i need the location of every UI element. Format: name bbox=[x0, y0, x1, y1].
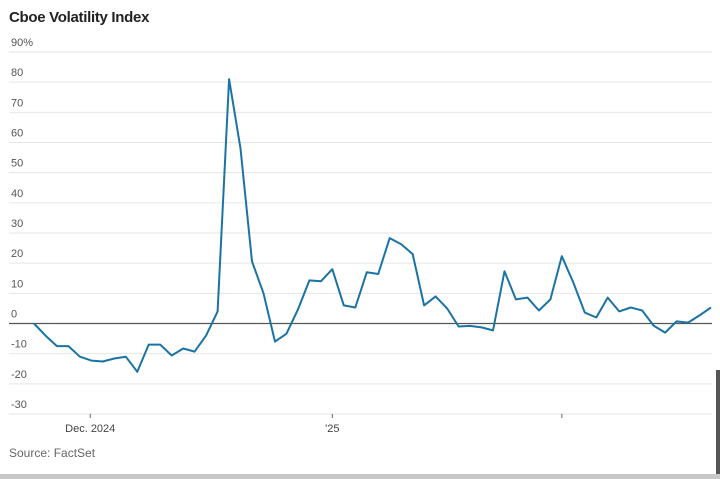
y-tick-label: 10 bbox=[11, 278, 23, 290]
vertical-scrollbar[interactable] bbox=[716, 370, 720, 474]
y-tick-label: 90% bbox=[11, 37, 33, 49]
horizontal-scrollbar[interactable] bbox=[0, 474, 720, 479]
x-tick-label: '25 bbox=[325, 423, 339, 435]
y-tick-label: 20 bbox=[11, 248, 23, 260]
y-tick-label: 60 bbox=[11, 128, 23, 140]
y-tick-label: 30 bbox=[11, 218, 23, 230]
y-tick-label: 0 bbox=[11, 309, 17, 321]
y-tick-label: -30 bbox=[11, 399, 27, 411]
source-note: Source: FactSet bbox=[9, 446, 96, 460]
y-tick-label: 50 bbox=[11, 158, 23, 170]
y-tick-label: 70 bbox=[11, 97, 23, 109]
x-tick-label: Dec. 2024 bbox=[65, 423, 115, 435]
chart-title: Cboe Volatility Index bbox=[9, 9, 150, 26]
y-tick-label: 40 bbox=[11, 188, 23, 200]
y-tick-label: 80 bbox=[11, 67, 23, 79]
y-tick-label: -10 bbox=[11, 339, 27, 351]
series-line bbox=[33, 78, 712, 373]
y-tick-label: -20 bbox=[11, 369, 27, 381]
